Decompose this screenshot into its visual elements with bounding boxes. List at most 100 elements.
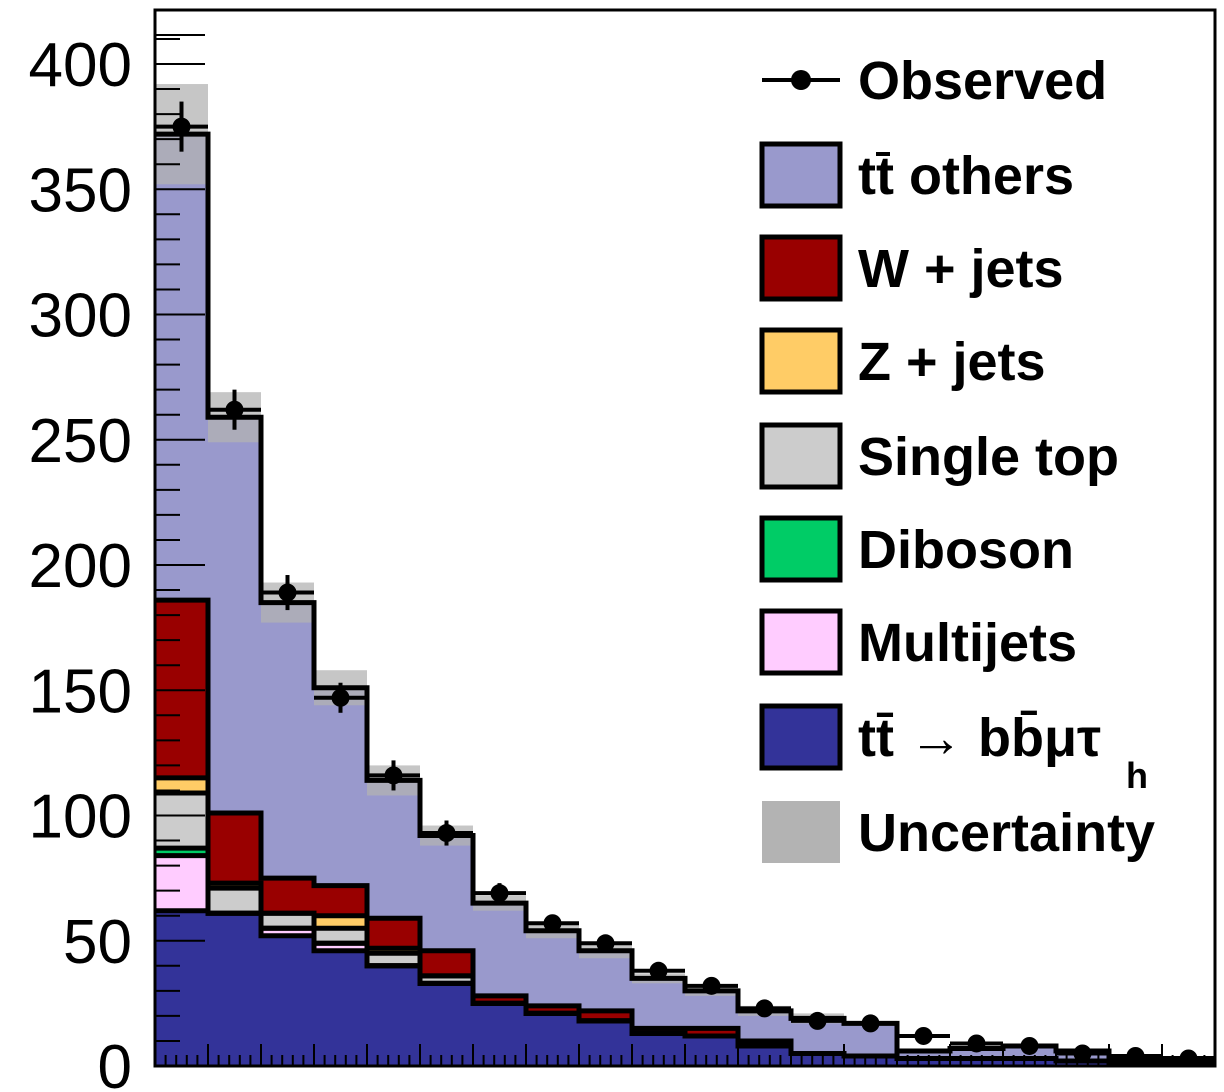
observed-marker-13 xyxy=(861,1014,880,1033)
bar-5-6 xyxy=(473,995,526,1004)
legend-entry-7: tt̄ → bb̄μτ h xyxy=(759,703,1148,796)
bar-5-5 xyxy=(420,950,473,976)
bar-3-0 xyxy=(155,792,208,849)
legend-observed-marker xyxy=(791,70,811,90)
observed-point-15 xyxy=(950,1034,1003,1053)
legend-uncertainty-swatch xyxy=(762,801,840,863)
legend-label-5: Diboson xyxy=(858,520,1074,580)
legend-entry-1: tt others xyxy=(759,141,1074,209)
bar-0-5 xyxy=(420,983,473,1066)
observed-point-14 xyxy=(897,1026,950,1045)
observed-point-7 xyxy=(526,914,579,933)
observed-marker-1 xyxy=(225,400,244,419)
observed-marker-4 xyxy=(384,766,403,785)
bar-5-7 xyxy=(526,1005,579,1014)
bar-0-17 xyxy=(1056,1060,1109,1066)
legend-label-4: Single top xyxy=(858,427,1119,487)
observed-point-9 xyxy=(632,961,685,980)
bar-6-3 xyxy=(314,687,367,886)
y-tick-label-0: 0 xyxy=(98,1033,132,1092)
bar-0-11 xyxy=(738,1045,791,1066)
y-tick-label-150: 150 xyxy=(29,657,132,726)
y-tick-label-50: 50 xyxy=(63,908,132,977)
bar-0-8 xyxy=(579,1020,632,1066)
bar-6-10 xyxy=(685,990,738,1029)
bar-4-4 xyxy=(367,948,420,954)
bar-5-10 xyxy=(685,1028,738,1036)
bar-3-3 xyxy=(314,928,367,944)
bar-3-4 xyxy=(367,953,420,966)
y-tick-label-400: 400 xyxy=(29,31,132,100)
observed-marker-16 xyxy=(1020,1036,1039,1055)
observed-marker-0 xyxy=(172,117,191,136)
bar-4-0 xyxy=(155,777,208,793)
observed-point-1 xyxy=(208,389,261,430)
bar-6-2 xyxy=(261,602,314,879)
bar-0-15 xyxy=(950,1058,1003,1066)
bar-6-7 xyxy=(526,930,579,1006)
bar-6-4 xyxy=(367,780,420,919)
legend-entry-0: Observed xyxy=(762,51,1107,111)
observed-marker-3 xyxy=(331,688,350,707)
legend-swatch-3 xyxy=(759,327,843,395)
bar-6-1 xyxy=(208,417,261,813)
bar-6-0 xyxy=(155,134,208,601)
legend: Observed tt others W + jets Z + jets Single … xyxy=(759,51,1155,863)
observed-point-10 xyxy=(685,976,738,995)
bar-1-0 xyxy=(155,855,208,911)
bar-2-0 xyxy=(155,848,208,856)
bar-0-16 xyxy=(1003,1058,1056,1066)
bar-6-8 xyxy=(579,950,632,1011)
bar-5-3 xyxy=(314,885,367,916)
bar-0-6 xyxy=(473,1003,526,1066)
legend-swatch-5 xyxy=(759,515,843,583)
legend-entry-8: Uncertainty xyxy=(762,801,1155,863)
bar-6-9 xyxy=(632,978,685,1029)
legend-label-2: W + jets xyxy=(858,239,1064,299)
legend-entry-5: Diboson xyxy=(759,515,1074,583)
y-tick-label-350: 350 xyxy=(29,156,132,225)
legend-label-sub-7: h xyxy=(1126,755,1148,796)
observed-point-2 xyxy=(261,575,314,611)
bar-6-6 xyxy=(473,903,526,996)
bar-5-11 xyxy=(738,1040,791,1046)
bar-0-2 xyxy=(261,935,314,1066)
y-tick-label-200: 200 xyxy=(29,532,132,601)
legend-entry-2: W + jets xyxy=(759,234,1064,302)
legend-label-6: Multijets xyxy=(858,613,1077,673)
legend-entry-4: Single top xyxy=(759,422,1119,490)
bar-0-14 xyxy=(897,1058,950,1066)
observed-point-16 xyxy=(1003,1036,1056,1055)
bar-0-3 xyxy=(314,950,367,1066)
bar-1-3 xyxy=(314,943,367,951)
bar-0-4 xyxy=(367,965,420,1066)
legend-swatch-2 xyxy=(759,234,843,302)
bar-5-8 xyxy=(579,1010,632,1021)
observed-point-0 xyxy=(155,101,208,152)
legend-swatch-6 xyxy=(759,608,843,676)
legend-swatch-7 xyxy=(759,703,843,771)
bar-3-1 xyxy=(208,888,261,914)
bar-6-5 xyxy=(420,835,473,951)
observed-marker-14 xyxy=(914,1026,933,1045)
bar-4-3 xyxy=(314,915,367,929)
legend-swatch-1 xyxy=(759,141,843,209)
bar-0-1 xyxy=(208,913,261,1066)
observed-marker-8 xyxy=(596,934,615,953)
axis-layer: 0 50 100 150 200 250 300 350 400 xyxy=(29,8,1217,1092)
bar-3-5 xyxy=(420,975,473,984)
bar-0-12 xyxy=(791,1053,844,1066)
bar-0-9 xyxy=(632,1033,685,1066)
bar-6-14 xyxy=(897,1050,950,1059)
observed-marker-5 xyxy=(437,824,456,843)
y-tick-label-300: 300 xyxy=(29,282,132,351)
observed-point-3 xyxy=(314,682,367,713)
bar-5-2 xyxy=(261,878,314,914)
observed-marker-9 xyxy=(649,961,668,980)
outline-5 xyxy=(155,597,1215,1066)
observed-marker-10 xyxy=(702,976,721,995)
observed-marker-12 xyxy=(808,1011,827,1030)
bar-5-1 xyxy=(208,812,261,884)
y-tick-label-100: 100 xyxy=(29,783,132,852)
